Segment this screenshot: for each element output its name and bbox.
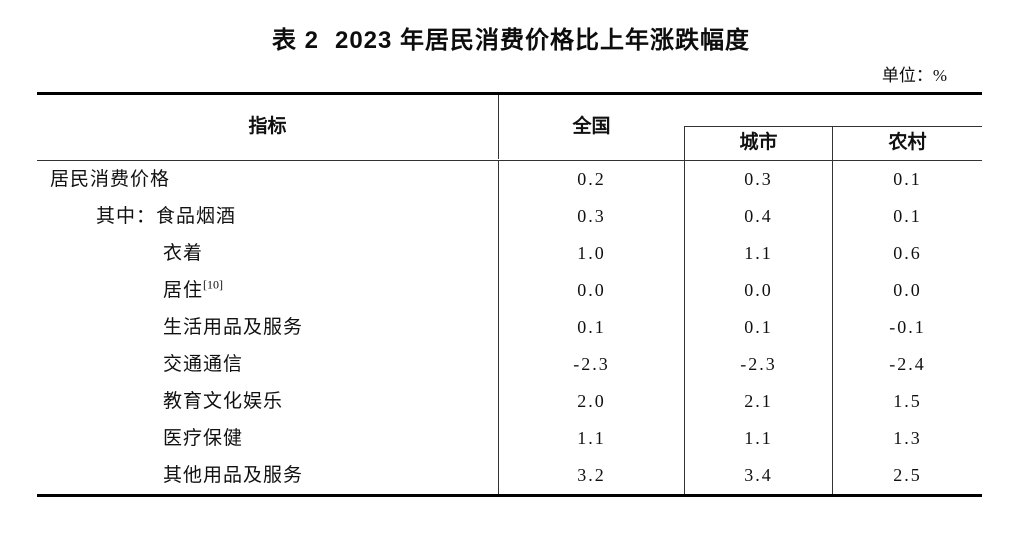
indicator-cell: 交通通信 bbox=[37, 346, 498, 383]
header-rural: 农村 bbox=[832, 127, 982, 160]
indicator-cell: 居住[10] bbox=[37, 272, 498, 309]
table-row: 居住[10] 0.0 0.0 0.0 bbox=[37, 272, 982, 309]
rural-value: -0.1 bbox=[832, 309, 982, 346]
rural-value: 2.5 bbox=[832, 457, 982, 494]
table-row: 衣着 1.0 1.1 0.6 bbox=[37, 235, 982, 272]
table-row: 生活用品及服务 0.1 0.1 -0.1 bbox=[37, 309, 982, 346]
national-value: 0.1 bbox=[498, 309, 684, 346]
rural-value: 0.0 bbox=[832, 272, 982, 309]
national-value: 1.0 bbox=[498, 235, 684, 272]
table-row: 教育文化娱乐 2.0 2.1 1.5 bbox=[37, 383, 982, 420]
national-value: 0.3 bbox=[498, 198, 684, 235]
rural-value: 0.6 bbox=[832, 235, 982, 272]
national-value: -2.3 bbox=[498, 346, 684, 383]
indicator-cell: 医疗保健 bbox=[37, 420, 498, 457]
urban-value: 2.1 bbox=[684, 383, 832, 420]
national-value: 0.2 bbox=[498, 161, 684, 198]
table-header: 指标 全国 城市 农村 bbox=[37, 95, 982, 161]
urban-value: 0.1 bbox=[684, 309, 832, 346]
header-indicator: 指标 bbox=[248, 116, 287, 137]
table-number: 表 2 bbox=[271, 27, 319, 54]
indicator-cell: 衣着 bbox=[37, 235, 498, 272]
urban-value: 1.1 bbox=[684, 235, 832, 272]
indicator-label: 生活用品及服务 bbox=[163, 317, 304, 338]
cpi-table: 指标 全国 城市 农村 居民消费价格 0.2 0.3 0.1 其中：食品烟酒 0… bbox=[37, 92, 982, 497]
rural-value: 0.1 bbox=[832, 161, 982, 198]
header-urban: 城市 bbox=[684, 127, 832, 160]
indicator-label: 教育文化娱乐 bbox=[163, 391, 284, 412]
urban-value: -2.3 bbox=[684, 346, 832, 383]
urban-value: 0.4 bbox=[684, 198, 832, 235]
urban-value: 0.3 bbox=[684, 161, 832, 198]
table-title-text: 2023 年居民消费价格比上年涨跌幅度 bbox=[334, 27, 751, 54]
table-body: 居民消费价格 0.2 0.3 0.1 其中：食品烟酒 0.3 0.4 0.1 衣… bbox=[37, 161, 982, 494]
indicator-label: 医疗保健 bbox=[163, 428, 244, 449]
rural-value: 0.1 bbox=[832, 198, 982, 235]
unit-label: 单位：% bbox=[881, 66, 947, 85]
national-value: 1.1 bbox=[498, 420, 684, 457]
urban-value: 3.4 bbox=[684, 457, 832, 494]
indicator-prefix: 其中： bbox=[96, 206, 157, 227]
national-value: 2.0 bbox=[498, 383, 684, 420]
indicator-label: 衣着 bbox=[163, 243, 204, 264]
indicator-cell: 其他用品及服务 bbox=[37, 457, 498, 494]
indicator-label: 居住 bbox=[163, 280, 204, 301]
indicator-label: 居民消费价格 bbox=[50, 169, 171, 190]
indicator-label: 食品烟酒 bbox=[156, 206, 237, 227]
indicator-cell: 教育文化娱乐 bbox=[37, 383, 498, 420]
rural-value: 1.3 bbox=[832, 420, 982, 457]
table-row: 其中：食品烟酒 0.3 0.4 0.1 bbox=[37, 198, 982, 235]
table-row: 居民消费价格 0.2 0.3 0.1 bbox=[37, 161, 982, 198]
indicator-cell: 其中：食品烟酒 bbox=[37, 198, 498, 235]
rural-value: -2.4 bbox=[832, 346, 982, 383]
header-national: 全国 bbox=[498, 95, 684, 159]
national-value: 0.0 bbox=[498, 272, 684, 309]
rural-value: 1.5 bbox=[832, 383, 982, 420]
indicator-cell: 居民消费价格 bbox=[37, 161, 498, 198]
table-row: 其他用品及服务 3.2 3.4 2.5 bbox=[37, 457, 982, 494]
national-value: 3.2 bbox=[498, 457, 684, 494]
indicator-label: 其他用品及服务 bbox=[163, 465, 304, 486]
table-row: 交通通信 -2.3 -2.3 -2.4 bbox=[37, 346, 982, 383]
footnote-ref: [10] bbox=[203, 277, 224, 292]
urban-value: 0.0 bbox=[684, 272, 832, 309]
urban-value: 1.1 bbox=[684, 420, 832, 457]
indicator-cell: 生活用品及服务 bbox=[37, 309, 498, 346]
table-row: 医疗保健 1.1 1.1 1.3 bbox=[37, 420, 982, 457]
header-subgroup: 城市 农村 bbox=[684, 126, 982, 160]
indicator-label: 交通通信 bbox=[163, 354, 244, 375]
table-title: 表 2 2023 年居民消费价格比上年涨跌幅度 bbox=[0, 20, 1022, 55]
